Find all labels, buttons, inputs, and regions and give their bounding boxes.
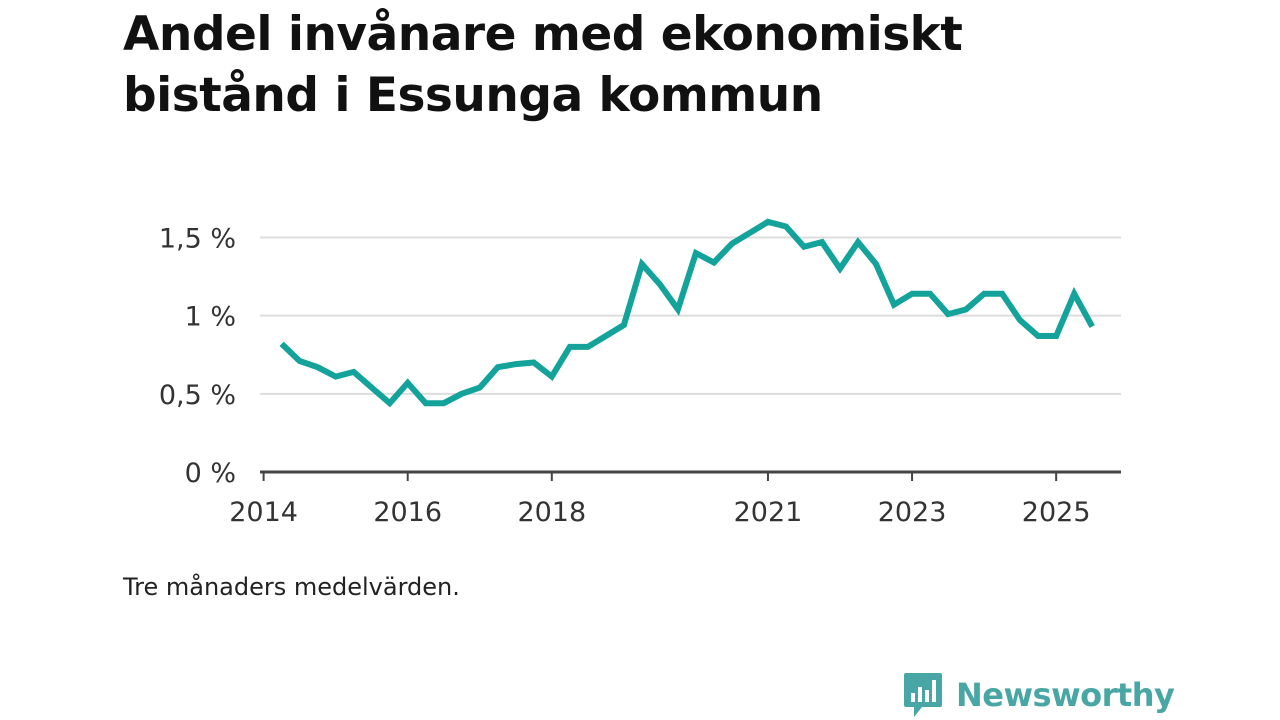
y-tick-label: 0 % xyxy=(185,458,236,489)
series-line xyxy=(279,218,1095,408)
line-chart: 0 % 0,5 % 1 % 1,5 % 2014 2016 2018 2021 2023 202… xyxy=(159,218,1121,528)
x-tick-label: 2025 xyxy=(1022,497,1091,528)
bar-chart-speech-bubble-icon xyxy=(904,673,942,717)
y-tick-label: 0,5 % xyxy=(159,380,236,411)
data-series xyxy=(279,218,1095,408)
brand-logo: Newsworthy xyxy=(902,670,1175,720)
y-tick-label: 1,5 % xyxy=(159,223,236,254)
chart-title: Andel invånare med ekonomiskt bistånd i … xyxy=(123,7,963,123)
chart-note: Tre månaders medelvärden. xyxy=(123,573,460,601)
x-tick-label: 2023 xyxy=(878,497,947,528)
x-axis-ticks: 2014 2016 2018 2021 2023 2025 xyxy=(229,472,1091,528)
x-tick-label: 2018 xyxy=(517,497,586,528)
x-tick-label: 2021 xyxy=(734,497,803,528)
y-tick-label: 1 % xyxy=(185,302,236,333)
x-tick-label: 2016 xyxy=(373,497,442,528)
x-tick-label: 2014 xyxy=(229,497,298,528)
brand-name: Newsworthy xyxy=(956,676,1175,714)
gridlines xyxy=(260,236,1121,395)
y-axis-tick-labels: 0 % 0,5 % 1 % 1,5 % xyxy=(159,223,236,489)
